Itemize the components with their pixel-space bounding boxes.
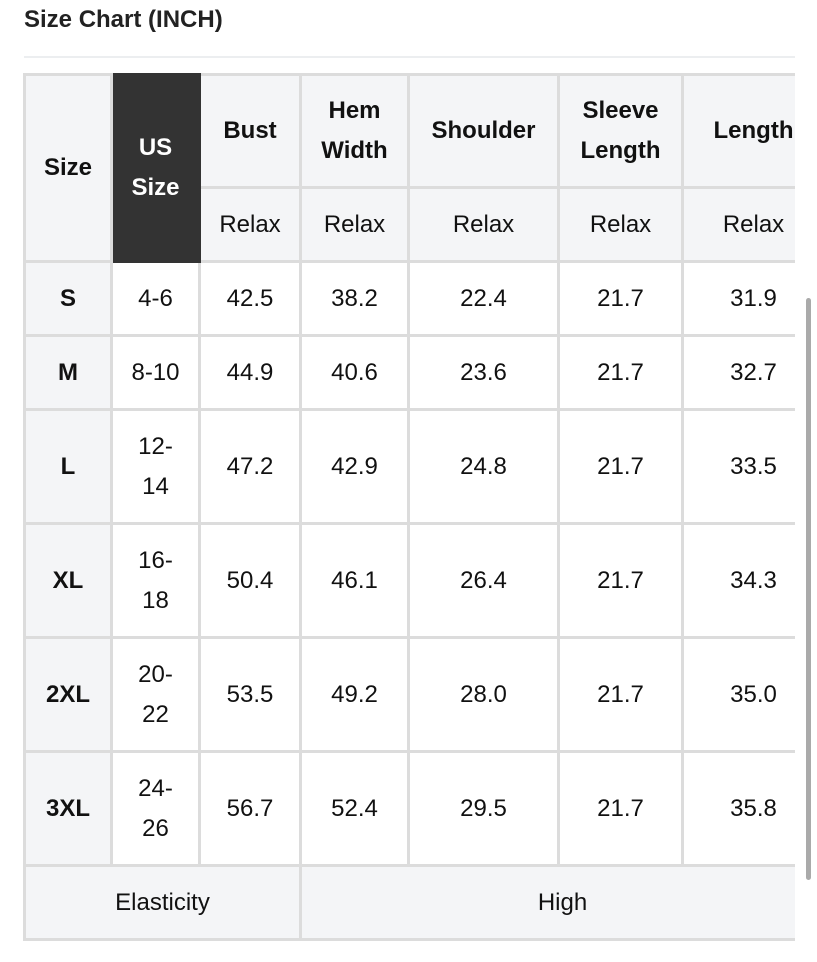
subheader-row: Relax Relax Relax Relax Relax [25, 186, 795, 263]
measurement-cell: 52.4 [299, 750, 410, 867]
size-cell: L [23, 408, 113, 525]
elasticity-label: Elasticity [23, 864, 302, 941]
measurement-cell: 33.5 [681, 408, 795, 525]
measurement-cell: 21.7 [557, 636, 684, 753]
header-hem-width: Hem Width [299, 73, 410, 189]
measurement-cell: 32.7 [681, 334, 795, 411]
measurement-cell: 22.4 [407, 260, 560, 337]
measurement-cell: 21.7 [557, 408, 684, 525]
us-size-cell: 16-18 [110, 522, 201, 639]
header-sleeve-length: Sleeve Length [557, 73, 684, 189]
us-size-cell: 8-10 [110, 334, 201, 411]
size-cell: M [23, 334, 113, 411]
measurement-cell: 47.2 [198, 408, 302, 525]
subheader-bust: Relax [198, 186, 302, 263]
measurement-cell: 21.7 [557, 522, 684, 639]
size-cell: 3XL [23, 750, 113, 867]
measurement-cell: 46.1 [299, 522, 410, 639]
subheader-shoulder: Relax [407, 186, 560, 263]
measurement-cell: 31.9 [681, 260, 795, 337]
measurement-cell: 21.7 [557, 260, 684, 337]
us-size-cell: 24-26 [110, 750, 201, 867]
measurement-cell: 40.6 [299, 334, 410, 411]
measurement-cell: 49.2 [299, 636, 410, 753]
measurement-cell: 24.8 [407, 408, 560, 525]
size-cell: 2XL [23, 636, 113, 753]
table-row: L 12-14 47.2 42.9 24.8 21.7 33.5 [23, 408, 795, 525]
divider [24, 56, 795, 58]
subheader-sleeve-length: Relax [557, 186, 684, 263]
size-chart-table: Size US Size Bust Hem Width Shoulder Sle… [23, 73, 795, 941]
subheader-length: Relax [681, 186, 795, 263]
table-row: M 8-10 44.9 40.6 23.6 21.7 32.7 [23, 334, 795, 411]
scrollbar[interactable] [806, 298, 811, 880]
measurement-cell: 44.9 [198, 334, 302, 411]
header-row: Size US Size Bust Hem Width Shoulder Sle… [23, 73, 795, 263]
us-size-cell: 4-6 [110, 260, 201, 337]
footer-row: Elasticity High [23, 864, 795, 941]
measurement-cell: 34.3 [681, 522, 795, 639]
measurement-cell: 28.0 [407, 636, 560, 753]
subheader-hem-width: Relax [299, 186, 410, 263]
header-bust: Bust [198, 73, 302, 189]
header-shoulder: Shoulder [407, 73, 560, 189]
measurement-cell: 42.5 [198, 260, 302, 337]
elasticity-value: High [299, 864, 795, 941]
size-cell: XL [23, 522, 113, 639]
measurement-cell: 53.5 [198, 636, 302, 753]
measurement-cell: 35.0 [681, 636, 795, 753]
table-row: 3XL 24-26 56.7 52.4 29.5 21.7 35.8 [23, 750, 795, 867]
size-cell: S [23, 260, 113, 337]
measurement-cell: 35.8 [681, 750, 795, 867]
measurement-cell: 50.4 [198, 522, 302, 639]
header-length: Length [681, 73, 795, 189]
measurement-cell: 56.7 [198, 750, 302, 867]
measurement-cell: 38.2 [299, 260, 410, 337]
table-row: 2XL 20-22 53.5 49.2 28.0 21.7 35.0 [23, 636, 795, 753]
measurement-cell: 21.7 [557, 750, 684, 867]
measurement-cell: 21.7 [557, 334, 684, 411]
page-title: Size Chart (INCH) [24, 6, 223, 33]
table-row: XL 16-18 50.4 46.1 26.4 21.7 34.3 [23, 522, 795, 639]
us-size-cell: 12-14 [110, 408, 201, 525]
table-row: S 4-6 42.5 38.2 22.4 21.7 31.9 [23, 260, 795, 337]
measurement-cell: 26.4 [407, 522, 560, 639]
us-size-cell: 20-22 [110, 636, 201, 753]
measurement-cell: 29.5 [407, 750, 560, 867]
measurement-cell: 42.9 [299, 408, 410, 525]
header-size: Size [23, 73, 113, 263]
measurement-cell: 23.6 [407, 334, 560, 411]
header-us-size: US Size [110, 73, 201, 263]
